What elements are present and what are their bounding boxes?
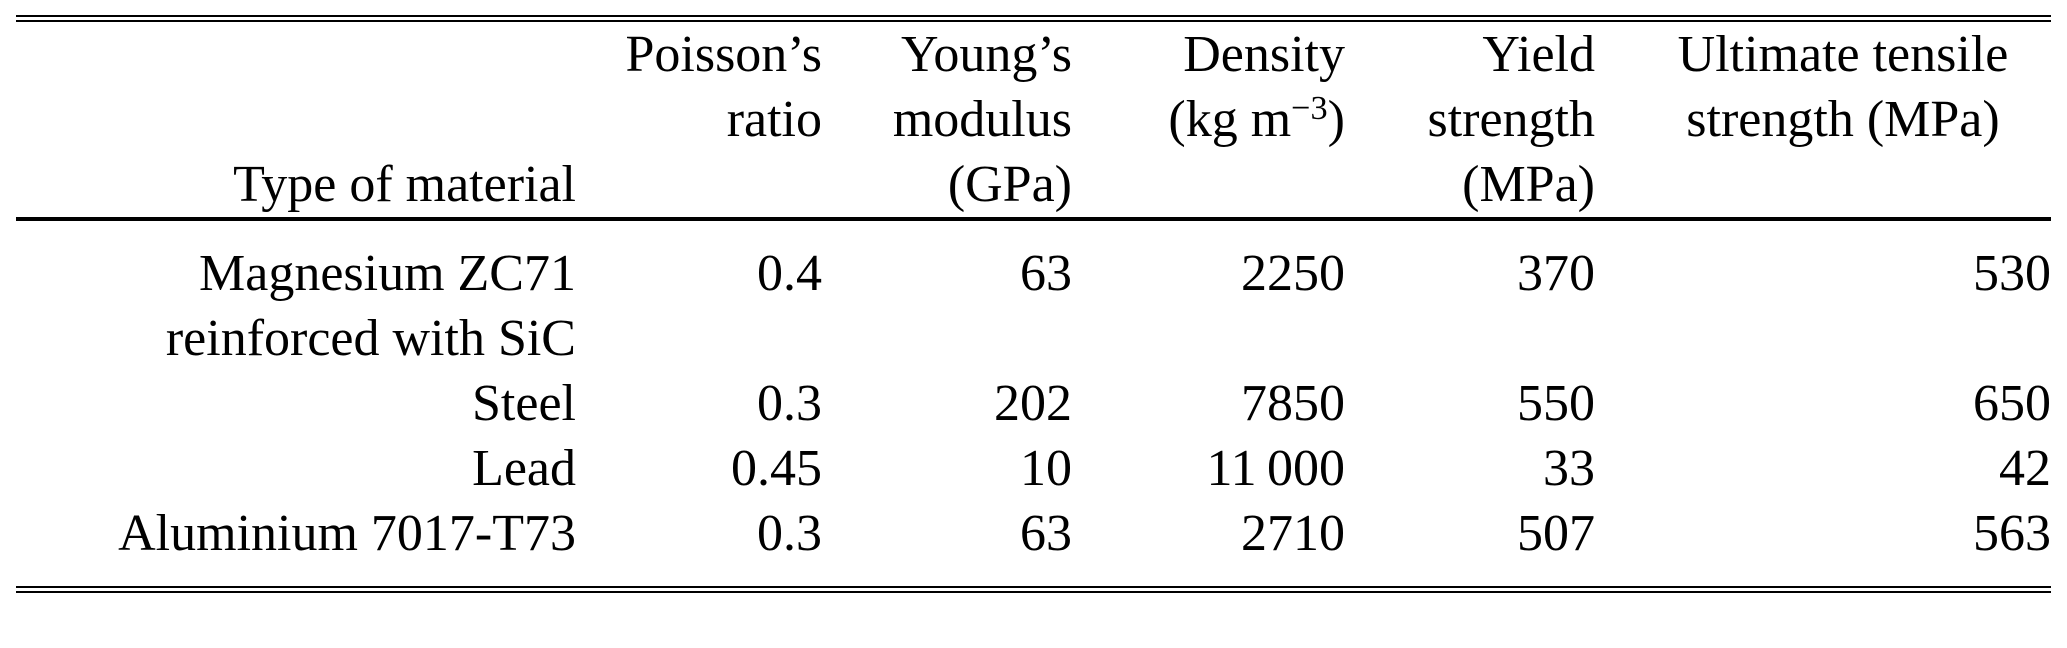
cell-density: 2710 xyxy=(1241,505,1345,562)
header-line-density-unit: (kg m−3) xyxy=(1072,87,1345,152)
material-name-line: Aluminium 7017-T73 xyxy=(118,505,576,562)
cell-youngs-modulus: 202 xyxy=(994,375,1072,432)
cell-ultimate-tensile-strength: 563 xyxy=(1973,505,2051,562)
cell-material-name: Lead xyxy=(16,436,576,501)
col-header-youngs-modulus: Young’s modulus (GPa) xyxy=(822,18,1072,221)
cell-yield-strength: 550 xyxy=(1517,375,1595,432)
header-line: (GPa) xyxy=(947,156,1072,213)
cell-youngs-modulus: 10 xyxy=(1020,440,1072,497)
col-header-ultimate-tensile-strength: Ultimate tensile strength (MPa) xyxy=(1595,18,2051,221)
table-row-magnesium-zc71: Magnesium ZC71 reinforced with SiC 0.4 6… xyxy=(16,219,2051,371)
cell-yield-strength: 507 xyxy=(1517,505,1595,562)
header-line: Yield xyxy=(1482,26,1595,83)
cell-ultimate-tensile-strength: 650 xyxy=(1973,375,2051,432)
col-header-density: Density (kg m−3) xyxy=(1072,18,1345,221)
col-header-poissons-ratio: Poisson’s ratio xyxy=(576,18,822,221)
cell-ultimate-tensile-strength: 530 xyxy=(1973,245,2051,302)
header-line: strength (MPa) xyxy=(1686,91,2000,148)
header-line: Poisson’s xyxy=(625,26,822,83)
table-row-lead: Lead 0.45 10 11 000 33 42 xyxy=(16,436,2051,501)
cell-poissons-ratio: 0.45 xyxy=(731,440,822,497)
header-line: strength xyxy=(1427,91,1595,148)
header-row: Type of material Poisson’s ratio Young’s… xyxy=(16,18,2051,221)
cell-poissons-ratio: 0.4 xyxy=(757,245,822,302)
cell-density: 7850 xyxy=(1241,375,1345,432)
cell-youngs-modulus: 63 xyxy=(1020,505,1072,562)
header-line: Young’s xyxy=(900,26,1072,83)
cell-yield-strength: 370 xyxy=(1517,245,1595,302)
density-unit-prefix: (kg m xyxy=(1168,91,1292,148)
header-line: ratio xyxy=(726,91,822,148)
cell-youngs-modulus: 63 xyxy=(1020,245,1072,302)
material-name-line: reinforced with SiC xyxy=(165,310,576,367)
header-line: modulus xyxy=(892,91,1072,148)
cell-material-name: Steel xyxy=(16,371,576,436)
cell-material-name: Magnesium ZC71 reinforced with SiC xyxy=(16,219,576,371)
cell-density: 2250 xyxy=(1241,245,1345,302)
col-header-yield-strength: Yield strength (MPa) xyxy=(1345,18,1595,221)
header-line: Density xyxy=(1183,26,1345,83)
cell-material-name: Aluminium 7017-T73 xyxy=(16,501,576,590)
cell-poissons-ratio: 0.3 xyxy=(757,375,822,432)
cell-ultimate-tensile-strength: 42 xyxy=(1999,440,2051,497)
col-header-type-of-material: Type of material xyxy=(16,18,576,221)
header-line: Type of material xyxy=(233,156,576,213)
density-unit-exponent: −3 xyxy=(1291,88,1328,127)
material-name-line: Lead xyxy=(472,440,576,497)
header-line: Ultimate tensile xyxy=(1677,26,2009,83)
cell-density: 11 000 xyxy=(1206,440,1345,497)
material-name-line: Steel xyxy=(472,375,576,432)
material-name-line: Magnesium ZC71 xyxy=(199,245,576,302)
cell-yield-strength: 33 xyxy=(1543,440,1595,497)
table-row-aluminium-7017-t73: Aluminium 7017-T73 0.3 63 2710 507 563 xyxy=(16,501,2051,590)
table-row-steel: Steel 0.3 202 7850 550 650 xyxy=(16,371,2051,436)
header-line: (MPa) xyxy=(1462,156,1595,213)
cell-poissons-ratio: 0.3 xyxy=(757,505,822,562)
materials-properties-table: Type of material Poisson’s ratio Young’s… xyxy=(16,15,2051,593)
density-unit-suffix: ) xyxy=(1327,91,1345,148)
